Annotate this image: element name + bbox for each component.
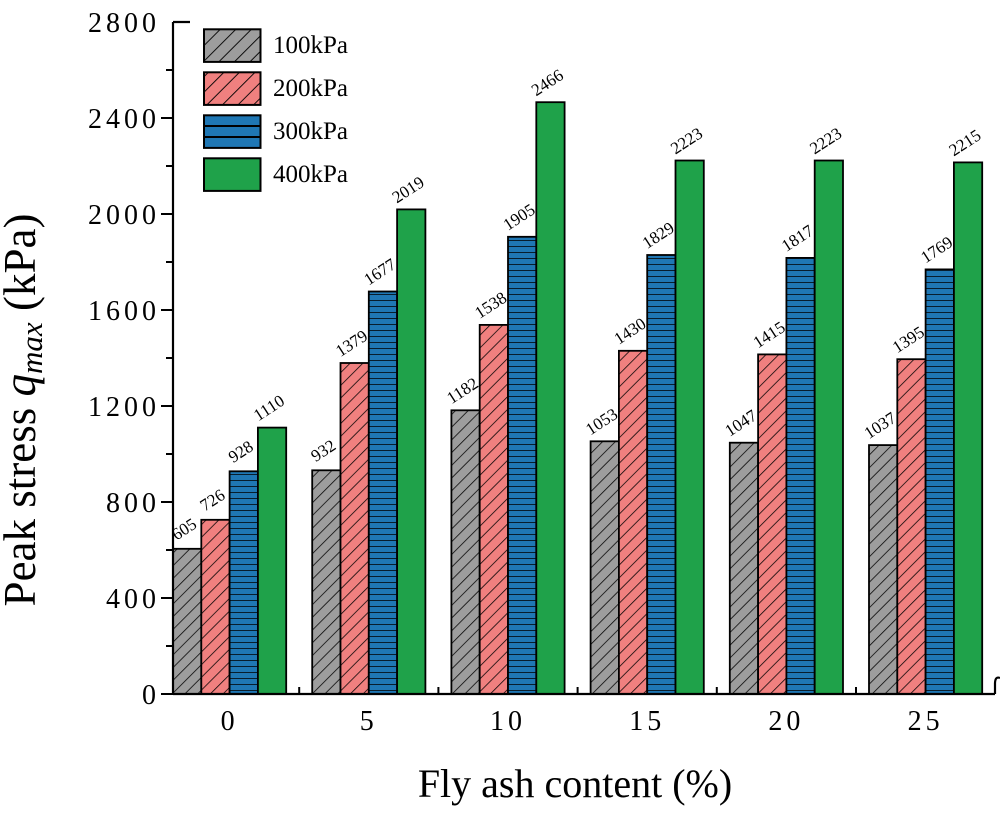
svg-text:2800: 2800 <box>88 8 160 39</box>
svg-text:5: 5 <box>360 706 378 737</box>
svg-text:0: 0 <box>221 706 239 737</box>
svg-text:2000: 2000 <box>88 200 160 231</box>
svg-text:200kPa: 200kPa <box>273 75 348 102</box>
svg-text:2400: 2400 <box>88 104 160 135</box>
svg-text:Fly ash content (%): Fly ash content (%) <box>418 761 732 806</box>
svg-text:Peak stress qmax (kPa): Peak stress qmax (kPa) <box>0 214 49 607</box>
svg-text:1600: 1600 <box>88 296 160 327</box>
svg-text:25: 25 <box>908 706 944 737</box>
svg-text:400: 400 <box>106 584 160 615</box>
svg-text:15: 15 <box>629 706 665 737</box>
svg-text:800: 800 <box>106 488 160 519</box>
svg-text:1200: 1200 <box>88 392 160 423</box>
svg-text:100kPa: 100kPa <box>273 32 348 59</box>
svg-text:300kPa: 300kPa <box>273 118 348 145</box>
svg-text:20: 20 <box>768 706 804 737</box>
svg-text:10: 10 <box>490 706 526 737</box>
svg-text:400kPa: 400kPa <box>273 161 348 188</box>
svg-text:0: 0 <box>142 680 160 711</box>
